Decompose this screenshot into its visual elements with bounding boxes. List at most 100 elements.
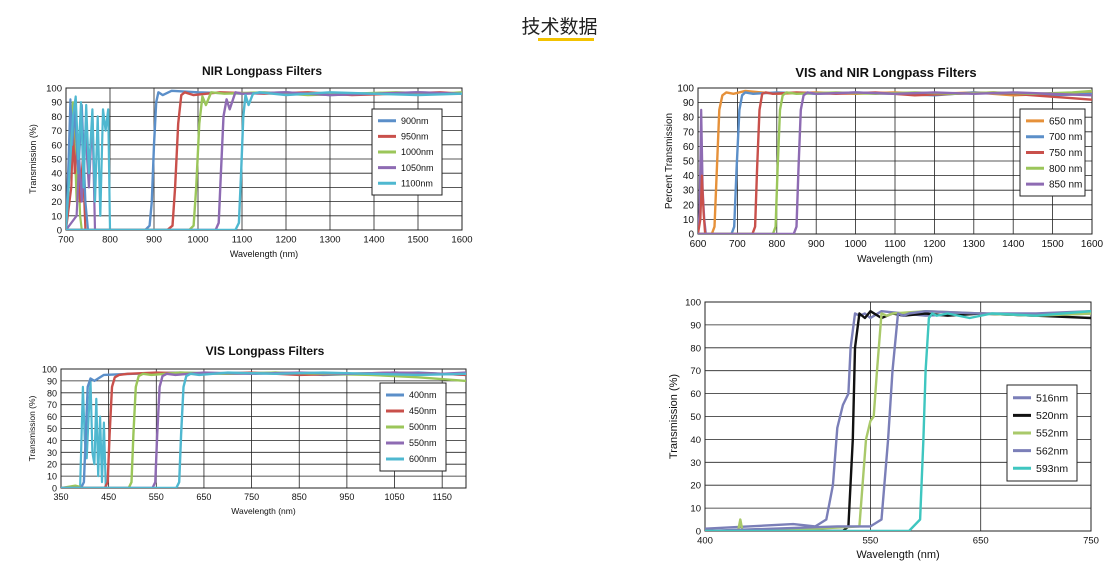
plot-series — [705, 310, 1091, 531]
series-line-850nm — [698, 91, 1092, 234]
legend-label: 552nm — [1036, 428, 1068, 440]
chart-title: VIS Longpass Filters — [206, 344, 325, 358]
x-axis-label: Wavelength (nm) — [230, 249, 298, 259]
x-tick-label: 1000 — [187, 235, 208, 246]
x-tick-label: 1000 — [844, 239, 867, 250]
y-axis-label: Transmission (%) — [28, 124, 38, 194]
x-tick-label: 550 — [149, 492, 164, 502]
x-tick-label: 850 — [292, 492, 307, 502]
series-line-1100nm — [66, 91, 462, 230]
x-axis-label: Wavelength (nm) — [857, 254, 933, 265]
x-tick-label: 950 — [339, 492, 354, 502]
x-tick-label: 1100 — [884, 239, 906, 250]
y-tick-label: 30 — [683, 186, 695, 197]
x-tick-label: 700 — [729, 239, 746, 250]
plot-series — [66, 89, 462, 230]
x-tick-label: 750 — [244, 492, 259, 502]
x-tick-label: 1300 — [319, 235, 340, 246]
y-tick-label: 0 — [57, 226, 62, 237]
x-tick-label: 1500 — [1041, 239, 1064, 250]
chart-legend: 900nm 950nm 1000nm 1050nm 1100nm — [371, 108, 443, 196]
series-line-516nm — [705, 310, 1091, 530]
x-tick-label: 1600 — [451, 235, 472, 246]
y-tick-label: 90 — [51, 98, 62, 109]
y-tick-label: 70 — [683, 127, 695, 138]
y-tick-label: 40 — [690, 435, 701, 446]
y-tick-label: 0 — [688, 230, 694, 241]
y-tick-label: 20 — [690, 481, 701, 492]
y-tick-label: 50 — [47, 424, 57, 434]
y-tick-label: 100 — [677, 84, 694, 95]
legend-label: 562nm — [1036, 445, 1068, 457]
chart-title: NIR Longpass Filters — [202, 64, 322, 78]
blocking-band-line — [66, 95, 112, 230]
legend-label: 650 nm — [1049, 116, 1082, 127]
y-tick-label: 20 — [51, 197, 62, 208]
y-tick-label: 60 — [47, 412, 57, 422]
x-tick-label: 450 — [101, 492, 116, 502]
x-tick-label: 550 — [862, 536, 878, 547]
y-tick-label: 80 — [51, 112, 62, 123]
y-tick-label: 30 — [47, 448, 57, 458]
x-tick-label: 1500 — [407, 235, 428, 246]
x-tick-label: 1150 — [432, 492, 451, 502]
legend-label: 800 nm — [1049, 164, 1082, 175]
y-tick-label: 90 — [47, 376, 57, 386]
legend-label: 550nm — [409, 438, 437, 448]
y-axis-label: Transmission (%) — [27, 395, 37, 461]
x-tick-label: 700 — [58, 235, 74, 246]
y-tick-label: 40 — [683, 171, 695, 182]
legend-label: 850 nm — [1049, 180, 1082, 191]
title-underline — [538, 38, 594, 41]
legend-label: 500nm — [409, 422, 437, 432]
legend-label: 900nm — [401, 116, 429, 126]
y-tick-label: 60 — [683, 142, 695, 153]
x-tick-label: 350 — [53, 492, 68, 502]
series-line-600nm — [61, 371, 466, 488]
legend-label: 593nm — [1036, 463, 1068, 475]
y-tick-label: 60 — [690, 389, 701, 400]
y-tick-label: 70 — [690, 366, 701, 377]
y-tick-label: 50 — [51, 155, 62, 166]
legend-label: 950nm — [401, 132, 429, 142]
page-title: 技术数据 — [521, 16, 598, 38]
y-tick-label: 10 — [47, 472, 57, 482]
x-tick-label: 1200 — [275, 235, 296, 246]
plot-series — [61, 371, 466, 488]
y-tick-label: 0 — [696, 527, 701, 538]
chart-legend: 516nm 520nm 552nm 562nm 593nm — [1006, 384, 1078, 482]
y-tick-label: 80 — [683, 113, 695, 124]
y-tick-label: 90 — [690, 320, 701, 331]
x-tick-label: 1050 — [385, 492, 405, 502]
legend-label: 520nm — [1036, 410, 1068, 422]
x-tick-label: 900 — [808, 239, 825, 250]
series-line-593nm — [705, 310, 1091, 531]
series-line-562nm — [705, 310, 1091, 531]
y-tick-label: 50 — [683, 157, 695, 168]
legend-label: 450nm — [409, 406, 437, 416]
legend-label: 1050nm — [401, 163, 434, 173]
y-axis-label: Percent Transmission — [664, 113, 675, 209]
legend-label: 700 nm — [1049, 132, 1082, 143]
y-tick-label: 10 — [683, 215, 695, 226]
plot-series — [698, 89, 1092, 234]
y-tick-label: 90 — [683, 98, 695, 109]
x-tick-label: 1300 — [963, 239, 986, 250]
x-tick-label: 650 — [196, 492, 211, 502]
chart-legend: 650 nm 700 nm 750 nm 800 nm 850 nm — [1019, 108, 1086, 197]
y-tick-label: 40 — [51, 169, 62, 180]
legend-label: 400nm — [409, 390, 437, 400]
y-tick-label: 30 — [690, 458, 701, 469]
x-tick-label: 800 — [768, 239, 785, 250]
x-axis-label: Wavelength (nm) — [231, 506, 296, 516]
blocking-band-line — [698, 174, 707, 234]
x-tick-label: 1100 — [232, 235, 252, 246]
x-tick-label: 600 — [690, 239, 707, 250]
y-tick-label: 10 — [690, 504, 701, 515]
chart-title: VIS and NIR Longpass Filters — [795, 65, 976, 80]
x-tick-label: 800 — [102, 235, 118, 246]
y-tick-label: 20 — [683, 200, 695, 211]
